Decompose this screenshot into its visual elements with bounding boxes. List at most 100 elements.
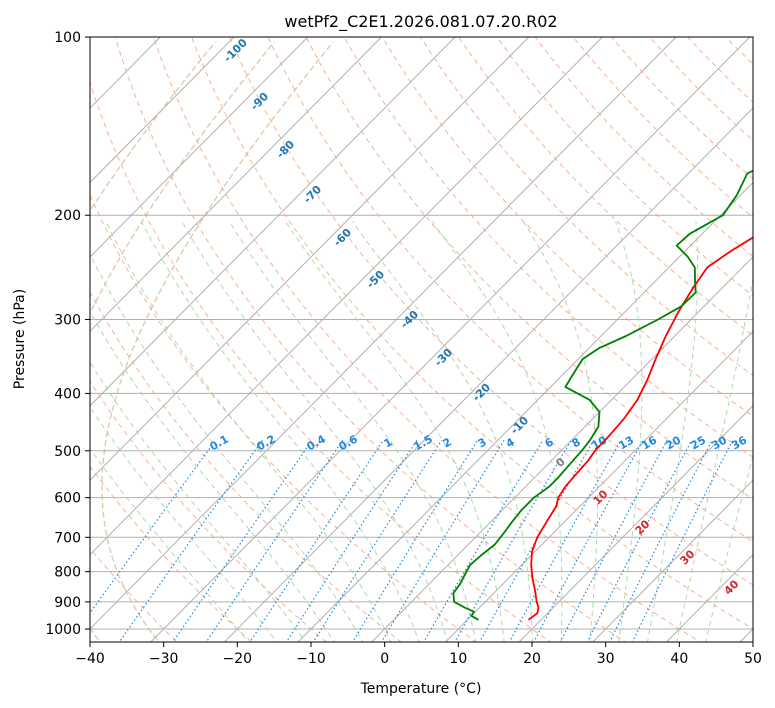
dry-adiabat-line (191, 37, 753, 630)
isotherm-line (90, 37, 604, 556)
sounding-series (452, 169, 753, 621)
temperature-profile-line (527, 236, 753, 621)
mixing-ratio-line (285, 439, 418, 642)
dry-adiabat-line (725, 37, 753, 65)
dry-adiabat-line (648, 37, 753, 142)
mixing-ratio-label: 3 (476, 435, 489, 450)
dry-adiabat-line (343, 37, 753, 458)
moist-adiabat-line (90, 253, 364, 642)
x-tick-label: 50 (744, 651, 762, 667)
x-tick-label: 10 (449, 651, 467, 667)
dry-adiabat-line (381, 37, 753, 417)
y-tick-label: 800 (54, 565, 81, 581)
x-axis: −40 −30 −20 −10 0 10 20 30 40 50 (75, 642, 762, 667)
moist-adiabat-line (615, 221, 643, 642)
mixing-ratio-line (532, 440, 644, 642)
moist-adiabat-line (431, 221, 563, 642)
isotherm-line (739, 628, 753, 642)
x-tick-label: −40 (75, 651, 105, 667)
moist-adiabat-label: 40 (722, 577, 742, 597)
moist-adiabat-line (141, 221, 420, 642)
chart-title: wetPf2_C2E1.2026.081.07.20.R02 (284, 12, 557, 32)
mixing-ratio-line (351, 439, 479, 642)
y-axis-label: Pressure (hPa) (12, 289, 28, 389)
dry-adiabat-label: -40 (398, 308, 421, 331)
dry-adiabat-line (458, 37, 753, 336)
mixing-ratio-label: 4 (504, 435, 517, 450)
y-tick-label: 200 (54, 208, 81, 224)
dry-adiabat-label: -30 (432, 346, 455, 369)
mixing-ratio-label: 30 (709, 433, 729, 452)
isotherm-line (90, 37, 456, 407)
y-tick-label: 500 (54, 444, 81, 460)
dry-adiabat-line (90, 380, 328, 642)
dry-adiabat-line (572, 37, 753, 219)
ice-curve (101, 41, 334, 642)
dry-adiabat-line (90, 80, 552, 642)
dry-adiabat-label: -50 (364, 268, 387, 291)
moist-adiabat-label: 30 (678, 547, 698, 567)
moist-adiabat-line (676, 275, 753, 642)
y-tick-label: 100 (54, 30, 81, 46)
dry-adiabat-line (496, 37, 753, 297)
mixing-ratio-label: 25 (688, 434, 708, 453)
mixing-ratio-line (380, 439, 505, 642)
mixing-ratio-line (454, 439, 572, 642)
x-tick-label: 30 (597, 651, 615, 667)
mixing-ratio-label: 16 (639, 433, 659, 452)
dry-adiabat-label: -20 (470, 381, 493, 404)
dry-adiabat-line (90, 193, 477, 642)
isotherm-line (90, 37, 530, 481)
isotherm-line (518, 405, 753, 642)
ice-curve (90, 41, 216, 212)
dry-adiabat-label: -70 (301, 183, 324, 206)
mixing-ratio-label: 8 (570, 435, 583, 450)
mixing-ratio-line (205, 439, 344, 642)
mixing-ratio-line (312, 439, 443, 642)
dry-adiabat-line (114, 37, 627, 642)
isotherm-line (592, 479, 753, 642)
x-tick-label: 20 (523, 651, 541, 667)
isotherm-line (297, 181, 753, 642)
x-tick-label: −30 (149, 651, 179, 667)
mixing-ratio-label: 36 (729, 433, 749, 452)
dewpoint-profile-line (452, 169, 753, 621)
y-tick-label: 300 (54, 312, 81, 328)
dry-adiabat-line (90, 465, 253, 642)
isotherm-line (665, 553, 753, 642)
ice-curve (90, 41, 275, 642)
isotherm-line (90, 37, 383, 333)
moist-adiabat-line (705, 453, 753, 642)
y-tick-label: 700 (54, 530, 81, 546)
moist-adiabat-line (90, 447, 249, 642)
line-labels: 0.1 0.2 0.4 0.6 1 1.5 2 3 4 6 8 10 13 16 20 25 30 36-100-… (208, 36, 750, 598)
moist-adiabat-line (105, 221, 392, 642)
isotherm-line (371, 256, 753, 642)
dry-adiabat-label: -100 (221, 36, 250, 65)
dry-adiabat-label: -90 (248, 90, 271, 113)
mixing-ratio-line (559, 440, 668, 642)
moist-adiabat-line (90, 406, 278, 642)
dry-adiabat-label: -80 (274, 138, 297, 161)
dry-adiabat-line (90, 291, 402, 642)
mixing-ratio-line (586, 440, 693, 642)
dry-adiabat-label: -10 (508, 414, 531, 437)
mixing-ratio-line (508, 440, 622, 642)
dry-adiabat-line (152, 37, 701, 642)
mixing-ratio-line (631, 440, 734, 642)
mixing-ratio-label: 1 (382, 435, 395, 450)
mixing-ratio-line (118, 439, 263, 642)
dry-adiabat-line (610, 37, 753, 180)
mixing-ratio-label: 2 (441, 435, 454, 450)
moist-adiabat-line (90, 310, 335, 642)
moist-adiabat-label: 20 (633, 517, 653, 537)
y-tick-label: 600 (54, 491, 81, 507)
dry-adiabat-label: -60 (331, 226, 354, 249)
y-tick-label: 900 (54, 595, 81, 611)
y-tick-label: 1000 (45, 622, 81, 638)
mixing-ratio-label: 13 (616, 434, 636, 453)
isotherm-line (90, 37, 235, 184)
mixing-ratio-line (609, 440, 713, 642)
x-tick-label: −20 (223, 651, 253, 667)
